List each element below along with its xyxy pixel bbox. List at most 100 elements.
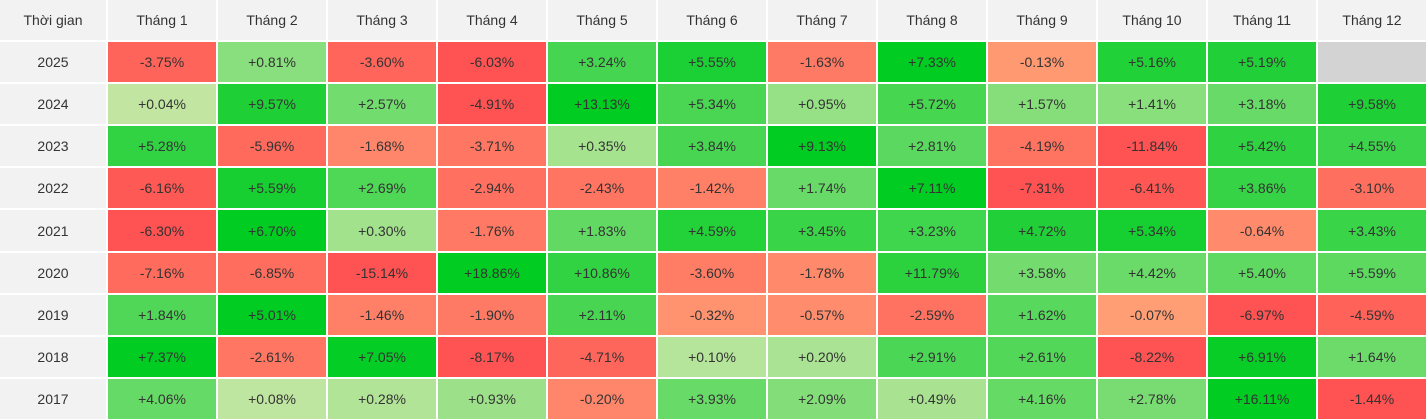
return-cell: -1.90% xyxy=(438,294,546,335)
return-cell: +4.42% xyxy=(1098,252,1206,293)
column-header: Tháng 9 xyxy=(988,0,1096,41)
return-cell: -4.91% xyxy=(438,84,546,125)
return-cell: -11.84% xyxy=(1098,126,1206,167)
column-header: Tháng 11 xyxy=(1208,0,1316,41)
return-cell: -6.03% xyxy=(438,42,546,83)
return-cell: +4.72% xyxy=(988,210,1096,251)
return-cell: +3.93% xyxy=(658,378,766,419)
return-cell: +5.72% xyxy=(878,84,986,125)
return-cell: -1.63% xyxy=(768,42,876,83)
return-cell: +1.64% xyxy=(1318,336,1426,377)
return-cell: +0.81% xyxy=(218,42,326,83)
return-cell: -2.43% xyxy=(548,168,656,209)
return-cell: +0.28% xyxy=(328,378,436,419)
return-cell: -3.75% xyxy=(108,42,216,83)
return-cell: +3.24% xyxy=(548,42,656,83)
return-cell: +3.84% xyxy=(658,126,766,167)
return-cell: +1.41% xyxy=(1098,84,1206,125)
column-header: Tháng 5 xyxy=(548,0,656,41)
return-cell: +1.57% xyxy=(988,84,1096,125)
return-cell: +5.16% xyxy=(1098,42,1206,83)
return-cell: +6.70% xyxy=(218,210,326,251)
column-header: Tháng 10 xyxy=(1098,0,1206,41)
return-cell: -8.17% xyxy=(438,336,546,377)
return-cell: -3.60% xyxy=(658,252,766,293)
return-cell: -0.57% xyxy=(768,294,876,335)
column-header: Tháng 1 xyxy=(108,0,216,41)
return-cell: +2.81% xyxy=(878,126,986,167)
return-cell: +2.57% xyxy=(328,84,436,125)
return-cell: -1.68% xyxy=(328,126,436,167)
return-cell: +5.59% xyxy=(1318,252,1426,293)
return-cell: +5.01% xyxy=(218,294,326,335)
return-cell: +0.95% xyxy=(768,84,876,125)
return-cell: +4.06% xyxy=(108,378,216,419)
return-cell: -1.42% xyxy=(658,168,766,209)
return-cell: +5.59% xyxy=(218,168,326,209)
return-cell: +3.58% xyxy=(988,252,1096,293)
return-cell: +1.84% xyxy=(108,294,216,335)
return-cell: -1.76% xyxy=(438,210,546,251)
row-header: 2022 xyxy=(0,168,106,209)
return-cell: +4.59% xyxy=(658,210,766,251)
return-cell: +4.55% xyxy=(1318,126,1426,167)
column-header: Thời gian xyxy=(0,0,106,41)
empty-cell xyxy=(1318,42,1426,83)
column-header: Tháng 8 xyxy=(878,0,986,41)
return-cell: -6.16% xyxy=(108,168,216,209)
return-cell: +1.83% xyxy=(548,210,656,251)
column-header: Tháng 3 xyxy=(328,0,436,41)
return-cell: +2.78% xyxy=(1098,378,1206,419)
row-header: 2017 xyxy=(0,378,106,419)
return-cell: +13.13% xyxy=(548,84,656,125)
return-cell: +5.28% xyxy=(108,126,216,167)
return-cell: -3.60% xyxy=(328,42,436,83)
return-cell: +4.16% xyxy=(988,378,1096,419)
return-cell: +2.61% xyxy=(988,336,1096,377)
return-cell: +2.11% xyxy=(548,294,656,335)
return-cell: +0.93% xyxy=(438,378,546,419)
return-cell: -4.19% xyxy=(988,126,1096,167)
return-cell: -7.31% xyxy=(988,168,1096,209)
return-cell: -1.44% xyxy=(1318,378,1426,419)
return-cell: +18.86% xyxy=(438,252,546,293)
row-header: 2021 xyxy=(0,210,106,251)
return-cell: -15.14% xyxy=(328,252,436,293)
return-cell: -0.13% xyxy=(988,42,1096,83)
return-cell: -6.97% xyxy=(1208,294,1316,335)
return-cell: -2.61% xyxy=(218,336,326,377)
return-cell: +0.20% xyxy=(768,336,876,377)
return-cell: -4.59% xyxy=(1318,294,1426,335)
return-cell: -0.07% xyxy=(1098,294,1206,335)
return-cell: +1.62% xyxy=(988,294,1096,335)
return-cell: -8.22% xyxy=(1098,336,1206,377)
return-cell: -1.46% xyxy=(328,294,436,335)
return-cell: +0.35% xyxy=(548,126,656,167)
return-cell: -0.64% xyxy=(1208,210,1316,251)
return-cell: +10.86% xyxy=(548,252,656,293)
return-cell: +2.91% xyxy=(878,336,986,377)
return-cell: -6.41% xyxy=(1098,168,1206,209)
row-header: 2024 xyxy=(0,84,106,125)
return-cell: -0.20% xyxy=(548,378,656,419)
return-cell: +3.18% xyxy=(1208,84,1316,125)
return-cell: +5.42% xyxy=(1208,126,1316,167)
return-cell: -3.10% xyxy=(1318,168,1426,209)
column-header: Tháng 7 xyxy=(768,0,876,41)
return-cell: -3.71% xyxy=(438,126,546,167)
return-cell: +0.04% xyxy=(108,84,216,125)
return-cell: +2.09% xyxy=(768,378,876,419)
return-cell: +7.11% xyxy=(878,168,986,209)
return-cell: +0.08% xyxy=(218,378,326,419)
row-header: 2018 xyxy=(0,336,106,377)
return-cell: -0.32% xyxy=(658,294,766,335)
return-cell: -7.16% xyxy=(108,252,216,293)
return-cell: +0.49% xyxy=(878,378,986,419)
return-cell: -2.59% xyxy=(878,294,986,335)
return-cell: +5.34% xyxy=(658,84,766,125)
return-cell: +7.05% xyxy=(328,336,436,377)
return-cell: +11.79% xyxy=(878,252,986,293)
return-cell: -1.78% xyxy=(768,252,876,293)
return-cell: +3.86% xyxy=(1208,168,1316,209)
row-header: 2020 xyxy=(0,252,106,293)
